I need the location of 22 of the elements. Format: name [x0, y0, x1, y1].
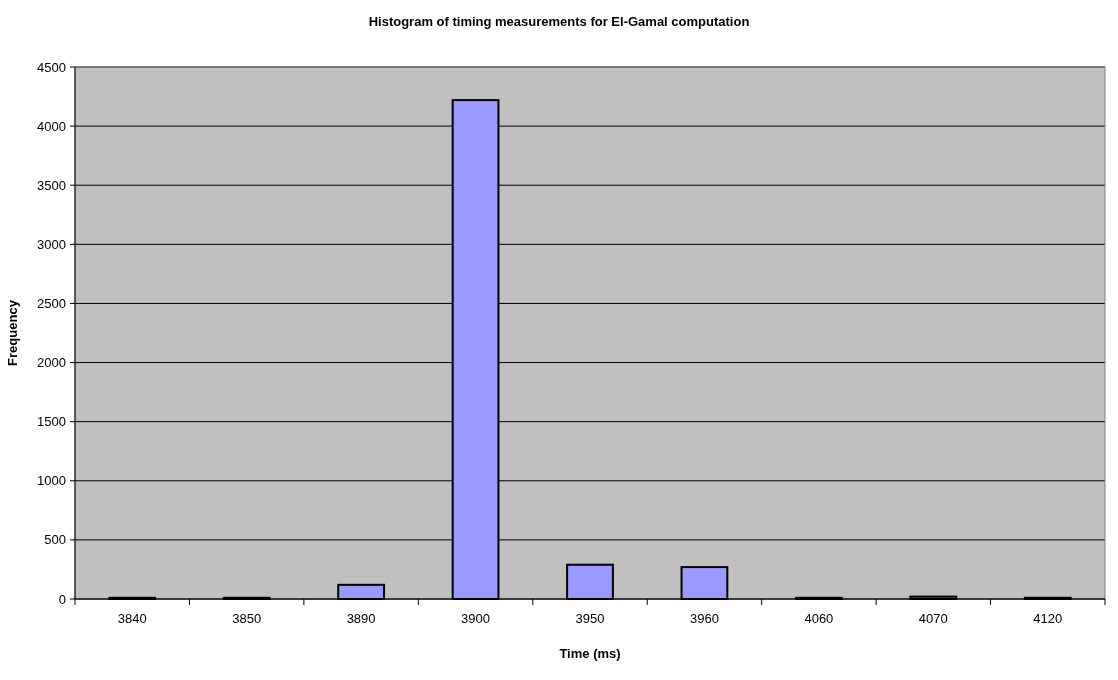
y-tick-label: 4000 — [37, 118, 66, 134]
y-axis-title: Frequency — [5, 299, 20, 366]
y-tick-label: 2000 — [37, 355, 66, 371]
chart-title: Histogram of timing measurements for El-Gamal computation — [368, 14, 750, 29]
x-tick-label: 4060 — [804, 611, 834, 626]
y-tick-label: 500 — [44, 532, 66, 548]
y-tick-label: 1000 — [37, 473, 66, 489]
x-tick-label: 3840 — [117, 611, 147, 626]
x-tick-label: 3900 — [461, 611, 491, 626]
y-tick-label: 1500 — [37, 414, 66, 430]
x-tick-label: 4070 — [918, 611, 948, 626]
x-tick-label: 3850 — [232, 611, 262, 626]
x-axis-title: Time (ms) — [559, 646, 621, 661]
y-tick-label: 0 — [58, 591, 66, 607]
y-tick-label: 4500 — [37, 59, 66, 75]
x-tick-label: 3890 — [346, 611, 376, 626]
y-tick-label: 3500 — [37, 177, 66, 193]
y-tick-label: 3000 — [37, 236, 66, 252]
y-tick-label: 2500 — [37, 295, 66, 311]
x-tick-label: 3960 — [689, 611, 719, 626]
x-tick-label: 3950 — [575, 611, 605, 626]
x-tick-label: 4120 — [1033, 611, 1063, 626]
